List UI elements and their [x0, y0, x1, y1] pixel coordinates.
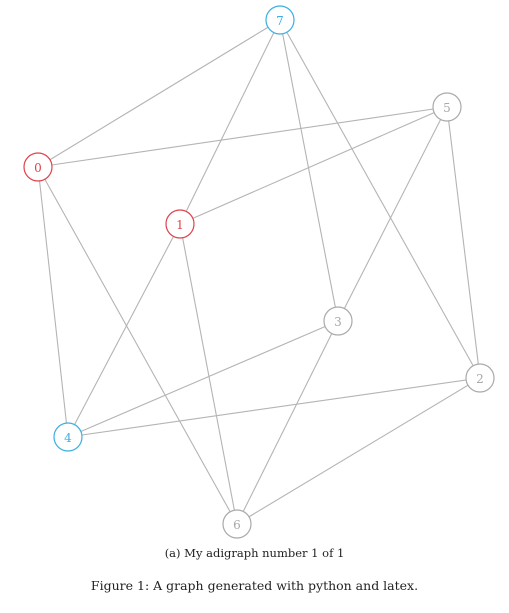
figure-caption: Figure 1: A graph generated with python … [90, 578, 419, 593]
node-label: 7 [276, 14, 284, 28]
node-6: 6 [222, 509, 252, 539]
node-layer: 7 5 0 1 3 2 4 6 [23, 5, 495, 539]
edge-0-6 [37, 166, 238, 525]
node-circle [23, 152, 53, 182]
node-3: 3 [323, 306, 353, 336]
node-label: 3 [334, 315, 342, 329]
node-5: 5 [432, 92, 462, 122]
node-4: 4 [53, 422, 83, 452]
node-0: 0 [23, 152, 53, 182]
node-label: 2 [476, 372, 484, 386]
edge-3-4 [67, 320, 339, 438]
node-label: 6 [233, 518, 241, 532]
edge-7-0 [37, 19, 281, 168]
edge-5-3 [337, 106, 448, 322]
edge-1-6 [179, 223, 238, 525]
node-circle [432, 92, 462, 122]
node-circle [53, 422, 83, 452]
node-2: 2 [465, 363, 495, 393]
edge-3-6 [236, 320, 339, 525]
edge-5-1 [179, 106, 448, 225]
node-7: 7 [265, 5, 295, 35]
edge-2-4 [67, 377, 481, 438]
edge-7-2 [279, 19, 481, 379]
edge-1-4 [67, 223, 181, 438]
edge-5-2 [446, 106, 481, 379]
node-label: 1 [176, 218, 184, 232]
node-circle [165, 209, 195, 239]
subcaption: (a) My adigraph number 1 of 1 [164, 546, 345, 560]
edge-7-3 [279, 19, 339, 322]
edge-5-0 [37, 106, 448, 168]
node-label: 4 [64, 431, 72, 445]
node-circle [465, 363, 495, 393]
edge-7-1 [179, 19, 281, 225]
node-label: 0 [34, 161, 42, 175]
node-circle [222, 509, 252, 539]
node-1: 1 [165, 209, 195, 239]
edge-layer [37, 19, 481, 525]
node-circle [265, 5, 295, 35]
node-label: 5 [443, 101, 451, 115]
edge-0-4 [37, 166, 69, 438]
node-circle [323, 306, 353, 336]
edge-2-6 [236, 377, 481, 525]
